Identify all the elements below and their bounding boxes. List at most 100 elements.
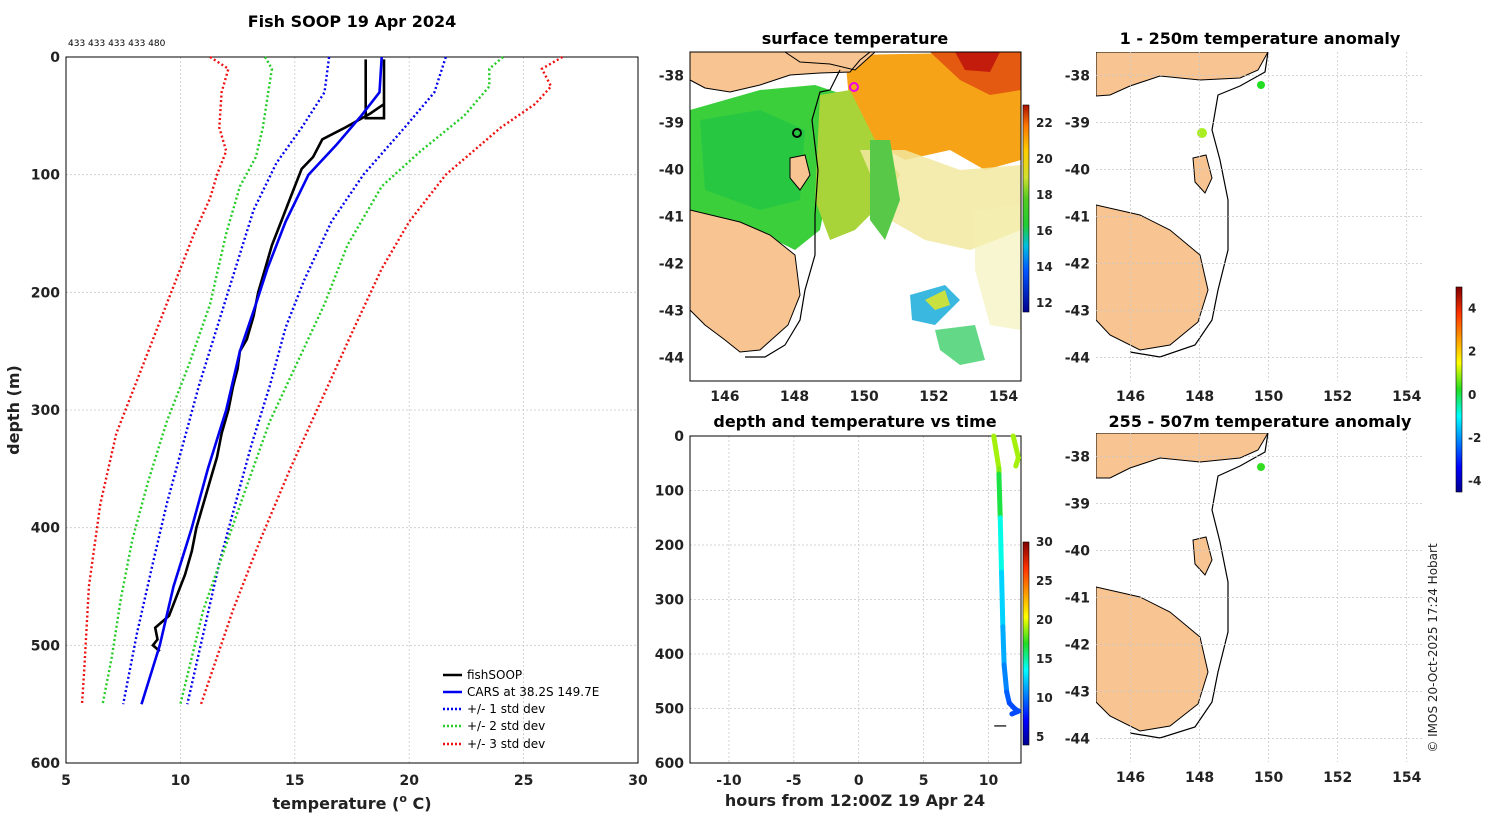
sst-x-tick-4: 154 — [989, 389, 1018, 405]
anom1-y-tick-6: -44 — [1065, 351, 1091, 367]
anom-cbar-tick-2: 0 — [1468, 388, 1476, 402]
sst-marker-drop-1 — [849, 82, 859, 92]
profile-series — [80, 55, 564, 705]
time-x-tick-1: -5 — [786, 773, 802, 789]
anom1-tasmania — [1096, 204, 1209, 351]
anom-cbar-tick-1: 2 — [1468, 345, 1476, 359]
anom2-x-tick-2: 150 — [1254, 770, 1283, 786]
anom1-title: 1 - 250m temperature anomaly — [1120, 29, 1401, 48]
time-cast-1-seg-3 — [1013, 455, 1021, 469]
time-y-tick-5: 500 — [655, 702, 684, 718]
anom2-x-tick-3: 152 — [1323, 770, 1352, 786]
anom2-x-tick-1: 148 — [1185, 770, 1214, 786]
profile-x-tick-1: 10 — [171, 773, 191, 789]
anom1-x-tick-3: 152 — [1323, 389, 1352, 405]
profile-y-tick-1: 100 — [31, 168, 60, 184]
profile-legend: fishSOOP CARS at 38.2S 149.7E +/- 1 std … — [443, 668, 599, 751]
sst-y-tick-0: -38 — [659, 69, 684, 85]
anom1-x-tick-0: 146 — [1116, 389, 1145, 405]
anom2-point-1 — [1257, 463, 1265, 471]
anom2-shelf-contour — [1129, 433, 1269, 739]
time-cast-0-seg-2 — [993, 449, 1002, 472]
time-x-tick-2: 0 — [854, 773, 864, 789]
anom1-y-tick-3: -41 — [1065, 210, 1090, 226]
time-colorbar — [1022, 541, 1030, 746]
sst-east — [975, 205, 1021, 330]
anom2-y-tick-5: -43 — [1065, 685, 1090, 701]
profile-x-tick-0: 5 — [61, 773, 71, 789]
anom1-y-tick-5: -43 — [1065, 304, 1090, 320]
time-cast-0-seg-4 — [996, 471, 1003, 521]
sst-y-tick-3: -41 — [659, 210, 684, 226]
anom2-tasmania — [1096, 586, 1209, 732]
anom2-title: 255 - 507m temperature anomaly — [1109, 412, 1412, 431]
sst-hot-core — [955, 52, 1000, 72]
anom1-flinders-island — [1192, 154, 1213, 194]
drop-ids: 433 433 433 433 480 — [68, 39, 166, 49]
sst-flinders-island — [789, 154, 811, 191]
time-cast-0-seg-12 — [1009, 708, 1021, 717]
time-x-label: hours from 12:00Z 19 Apr 24 — [725, 791, 985, 810]
anom1-x-tick-1: 148 — [1185, 389, 1214, 405]
time-cbar-tick-1: 25 — [1036, 574, 1053, 588]
sst-cbar-tick-3: 16 — [1036, 224, 1053, 238]
time-y-tick-0: 0 — [674, 429, 684, 445]
time-y-tick-3: 300 — [655, 593, 684, 609]
profile-panel: 5 10 15 20 25 30 0 100 200 300 400 500 600 Fish SOO… — [4, 12, 648, 813]
sst-cbar-tick-1: 20 — [1036, 152, 1053, 166]
anom2-mainland — [1096, 433, 1269, 479]
profile-y-label: depth (m) — [4, 365, 23, 455]
sst-title: surface temperature — [762, 29, 949, 48]
anom1-y-tick-0: -38 — [1065, 69, 1090, 85]
sst-field — [690, 52, 1021, 365]
sst-colorbar — [1022, 104, 1030, 313]
anom1-ticks: 146 148 150 152 154 -38 -39 -40 -41 -42 -43 -44 — [1065, 69, 1422, 406]
anom2-y-tick-0: -38 — [1065, 450, 1090, 466]
anom2-y-tick-3: -41 — [1065, 591, 1090, 607]
sst-y-tick-1: -39 — [659, 116, 684, 132]
profile-title: Fish SOOP 19 Apr 2024 — [248, 12, 457, 31]
time-title: depth and temperature vs time — [713, 412, 996, 431]
time-y-tick-6: 600 — [655, 756, 684, 772]
sst-warm-patch — [925, 290, 950, 310]
time-cbar-tick-3: 15 — [1036, 652, 1053, 666]
time-cbar-tick-4: 10 — [1036, 691, 1053, 705]
time-x-tick-3: 5 — [919, 773, 929, 789]
time-cast-0-seg-7 — [1000, 624, 1007, 668]
sst-map-panel: 146 148 150 152 154 -38 -39 -40 -41 -42 -43 -44 sur… — [659, 29, 1053, 405]
profile-series-5 — [179, 56, 504, 705]
anom1-shelf-contour — [1129, 52, 1269, 358]
sst-x-tick-2: 150 — [850, 389, 879, 405]
profile-x-tick-5: 30 — [628, 773, 648, 789]
anomaly-colorbar — [1455, 286, 1463, 493]
sst-cbar-tick-0: 22 — [1036, 116, 1053, 130]
anom1-y-tick-4: -42 — [1065, 257, 1090, 273]
time-y-tick-1: 100 — [655, 484, 684, 500]
time-cbar-tick-0: 30 — [1036, 535, 1053, 549]
sst-ticks: 146 148 150 152 154 -38 -39 -40 -41 -42 -43 -44 — [659, 69, 1019, 406]
time-y-tick-2: 200 — [655, 538, 684, 554]
profile-grid — [65, 56, 639, 764]
profile-x-ticks: 5 10 15 20 25 30 — [61, 773, 648, 789]
profile-x-label-sup: o — [399, 792, 407, 805]
time-cbar-tick-5: 5 — [1036, 730, 1044, 744]
sst-frame — [689, 51, 1022, 382]
anom-cbar-tick-3: -2 — [1468, 431, 1481, 445]
legend-label-std3: +/- 3 std dev — [467, 737, 545, 751]
profile-x-label: temperature (o C) — [272, 792, 431, 813]
anom1-mainland — [1096, 52, 1269, 97]
anomaly-map-deep: 146 148 150 152 154 -38 -39 -40 -41 -42 -43 -44 255… — [1065, 412, 1424, 786]
time-series — [991, 433, 1021, 727]
credit-text: © IMOS 20-Oct-2025 17:24 Hobart — [1426, 543, 1440, 753]
legend-label-std2: +/- 2 std dev — [467, 719, 545, 733]
anom2-flinders-island — [1192, 536, 1213, 576]
profile-y-tick-0: 0 — [50, 50, 60, 66]
profile-x-tick-3: 20 — [399, 773, 419, 789]
anom2-y-tick-6: -44 — [1065, 732, 1091, 748]
anom1-point-1 — [1257, 81, 1265, 89]
anom2-grid — [1096, 433, 1424, 762]
sst-x-tick-1: 148 — [780, 389, 809, 405]
profile-series-3 — [186, 56, 447, 705]
profile-y-tick-5: 500 — [31, 638, 60, 654]
